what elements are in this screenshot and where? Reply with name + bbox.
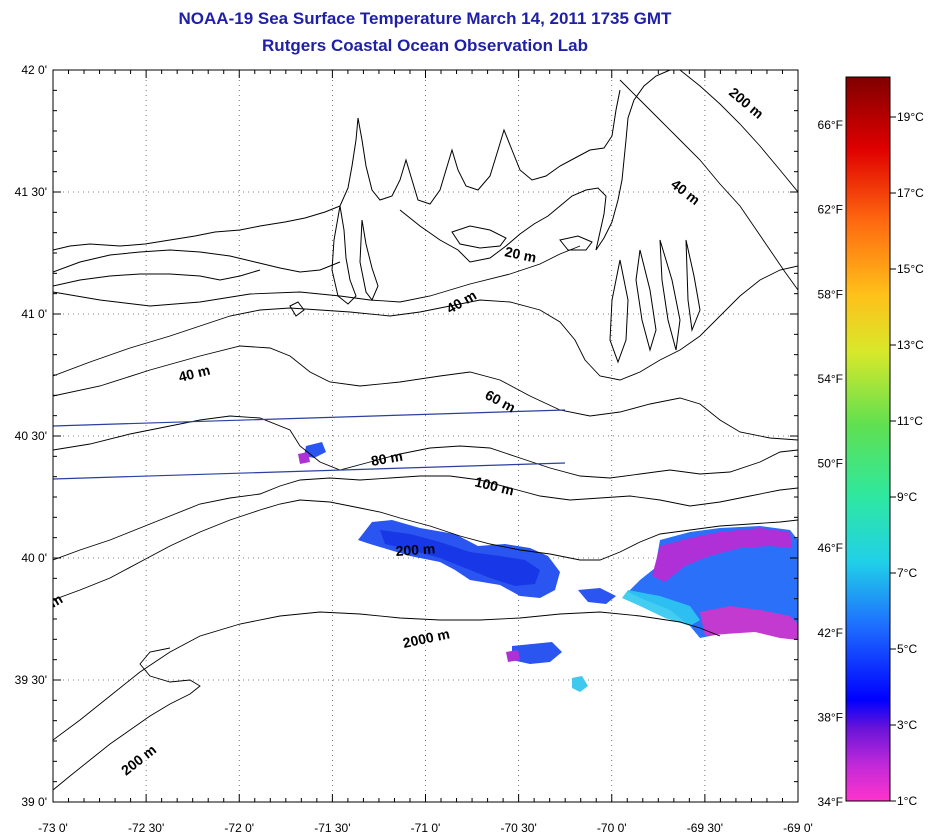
- sst-patches: [298, 442, 798, 692]
- contour-40m-north: [619, 79, 798, 291]
- contour-label-200m-center: 200 m: [395, 540, 436, 559]
- fahrenheit-label: 42°F: [818, 626, 843, 640]
- track-line-upper: [53, 409, 566, 427]
- lat-label: 40 0': [21, 551, 47, 565]
- lat-label: 40 30': [15, 429, 47, 443]
- map-subtitle: Rutgers Coastal Ocean Observation Lab: [262, 36, 588, 55]
- celsius-label: 1°C: [897, 794, 917, 808]
- contour-label-100m: 100 m: [473, 473, 515, 498]
- celsius-label: 13°C: [897, 338, 924, 352]
- celsius-label: 9°C: [897, 490, 917, 504]
- contour-20m: [53, 245, 581, 307]
- lon-label: -70 0': [597, 821, 627, 835]
- sst-patch-small-2: [506, 650, 520, 662]
- lat-label: 41 30': [15, 185, 47, 199]
- colorbar-celsius-labels: 19°C 17°C 15°C 13°C 11°C 9°C 7°C 5°C 3°C 1°C: [897, 110, 924, 808]
- contour-labels: 200 m 40 m 20 m 40 m 40 m 60 m 80 m 100 …: [47, 84, 767, 778]
- colorbar: 19°C 17°C 15°C 13°C 11°C 9°C 7°C 5°C 3°C 1°C 66°F…: [818, 76, 924, 809]
- map-ticks: [52, 69, 799, 803]
- colorbar-celsius-ticks: [890, 116, 896, 802]
- contour-200m-southwest: [53, 647, 201, 791]
- buzzards-bay: [399, 187, 607, 263]
- contour-60m: [53, 345, 798, 441]
- longitude-labels: -73 0' -72 30' -72 0' -71 30' -71 0' -70 30' -…: [38, 821, 813, 835]
- contour-label-40m-center: 40 m: [444, 287, 480, 317]
- sst-patch-small-1: [512, 642, 562, 664]
- sst-patch-small-3: [572, 676, 588, 692]
- narragansett-bay: [331, 205, 379, 305]
- long-island-coast: [53, 249, 341, 287]
- track-lines: [53, 409, 566, 480]
- marthas-vineyard: [451, 225, 507, 249]
- track-line-lower: [53, 462, 566, 480]
- fahrenheit-label: 38°F: [818, 710, 843, 724]
- lon-label: -71 30': [314, 821, 350, 835]
- lon-label: -72 0': [224, 821, 254, 835]
- connecticut-coast: [53, 89, 621, 251]
- contour-label-2000m: 2000 m: [401, 625, 451, 651]
- contour-200m: [53, 499, 798, 601]
- block-island: [289, 301, 305, 317]
- fahrenheit-label: 54°F: [818, 372, 843, 386]
- bathymetry-contours: [53, 70, 798, 791]
- sst-patch-small-4: [578, 588, 616, 604]
- celsius-label: 17°C: [897, 186, 924, 200]
- lat-label: 42 0': [21, 63, 47, 77]
- celsius-label: 11°C: [897, 414, 923, 428]
- colorbar-fahrenheit-labels: 66°F 62°F 58°F 54°F 50°F 46°F 42°F 38°F 34°F: [818, 118, 843, 809]
- contour-label-200m-sw: 200 m: [118, 741, 159, 778]
- lat-label: 39 30': [15, 673, 47, 687]
- coastline: [53, 70, 701, 364]
- contour-40m: [53, 265, 798, 381]
- sst-patch-west-core: [380, 530, 540, 586]
- map-title: NOAA-19 Sea Surface Temperature March 14…: [178, 9, 672, 28]
- shoals: [609, 239, 701, 364]
- lon-label: -69 30': [687, 821, 723, 835]
- celsius-label: 5°C: [897, 642, 917, 656]
- fahrenheit-label: 50°F: [818, 457, 843, 471]
- lon-label: -72 30': [128, 821, 164, 835]
- contour-label-60m: 60 m: [483, 387, 519, 416]
- sst-patch-east-warm: [622, 590, 700, 626]
- lat-label: 41 0': [21, 307, 47, 321]
- graticule: [53, 70, 798, 802]
- lon-label: -71 0': [411, 821, 441, 835]
- fahrenheit-label: 46°F: [818, 541, 843, 555]
- lon-label: -70 30': [500, 821, 536, 835]
- lat-label: 39 0': [21, 795, 47, 809]
- contour-label-40m-west: 40 m: [177, 362, 212, 385]
- contour-100m: [53, 475, 798, 561]
- fahrenheit-label: 62°F: [818, 203, 843, 217]
- contour-label-40m-ne: 40 m: [668, 176, 703, 208]
- contour-label-partial: m: [47, 591, 66, 611]
- celsius-label: 15°C: [897, 262, 924, 276]
- sst-patch-north-cold: [298, 452, 310, 464]
- nantucket: [559, 235, 593, 251]
- map-contents: 200 m 40 m 20 m 40 m 40 m 60 m 80 m 100 …: [47, 70, 798, 791]
- contour-label-20m: 20 m: [503, 243, 538, 265]
- contour-200m-north: [679, 70, 798, 193]
- celsius-label: 3°C: [897, 718, 917, 732]
- cape-cod: [595, 70, 671, 251]
- lon-label: -73 0': [38, 821, 68, 835]
- fahrenheit-label: 66°F: [818, 118, 843, 132]
- contour-label-80m: 80 m: [370, 448, 404, 469]
- colorbar-gradient: [845, 76, 891, 802]
- latitude-labels: 42 0' 41 30' 41 0' 40 30' 40 0' 39 30' 39 0': [15, 63, 47, 809]
- celsius-label: 19°C: [897, 110, 924, 124]
- lon-label: -69 0': [783, 821, 813, 835]
- sst-patch-east-cold: [652, 528, 792, 582]
- fahrenheit-label: 58°F: [818, 287, 843, 301]
- contour-80m: [53, 415, 798, 479]
- sst-patch-east-cold2: [700, 606, 798, 640]
- fahrenheit-label: 34°F: [818, 795, 843, 809]
- contour-2000m: [53, 611, 721, 741]
- celsius-label: 7°C: [897, 566, 917, 580]
